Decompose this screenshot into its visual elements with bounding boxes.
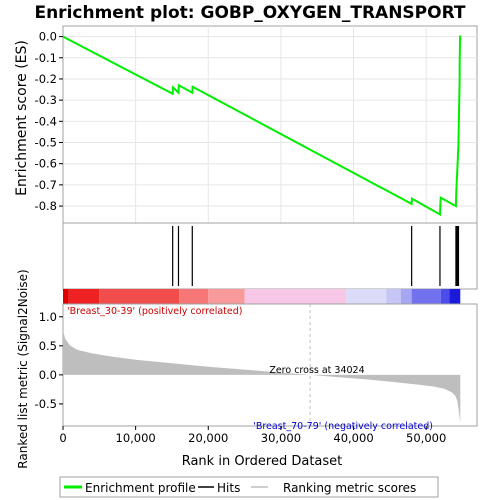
es-panel: 0.0 -0.1 -0.2 -0.3 -0.4 -0.5 -0.6 -0.7 -0.8 [35, 25, 478, 224]
x-tick-label: 50,000 [406, 431, 446, 445]
heatmap-segment [400, 289, 412, 304]
es-gridlines [63, 26, 477, 223]
heatmap-segment [244, 289, 347, 304]
enrichment-profile-line [62, 35, 462, 217]
heatmap-segment [63, 289, 69, 304]
es-y-tick-label: -0.2 [35, 72, 57, 86]
hit-lines [172, 226, 460, 286]
ranking-metric-area [63, 329, 461, 423]
x-axis-label: Rank in Ordered Dataset [182, 454, 343, 469]
es-y-tick-label: -0.8 [35, 199, 57, 213]
legend-hits-label: Hits [217, 481, 240, 495]
zero-cross-label: Zero cross at 34024 [269, 365, 364, 376]
es-y-ticks: 0.0 -0.1 -0.2 -0.3 -0.4 -0.5 -0.6 -0.7 -0.8 [35, 30, 63, 213]
x-tick-label: 20,000 [188, 431, 228, 445]
x-tick-label: 30,000 [261, 431, 301, 445]
heatmap-segment [449, 289, 461, 304]
ranking-y-tick-label: 0.5 [39, 339, 57, 353]
ranking-x-ticks: 0 10,000 20,000 30,000 40,000 50,000 [59, 426, 446, 445]
heatmap-segment [386, 289, 401, 304]
es-y-tick-label: -0.1 [35, 51, 57, 65]
x-tick-label: 10,000 [116, 431, 156, 445]
heatmap-segment [179, 289, 209, 304]
positive-correlation-label: 'Breast_30-39' (positively correlated) [67, 306, 243, 317]
es-y-tick-label: -0.7 [35, 178, 57, 192]
es-y-tick-label: -0.6 [35, 157, 57, 171]
negative-correlation-label: 'Breast_70-79' (negatively correlated) [253, 421, 433, 432]
ranking-panel: 1.0 0.5 0.0 -0.5 0 10,000 20,000 30,000 40,000 5… [35, 303, 478, 445]
es-panel-frame [62, 25, 478, 224]
ranking-y-tick-label: 0.0 [39, 368, 57, 382]
heatmap-segment [68, 289, 100, 304]
chart-title: Enrichment plot: GOBP_OXYGEN_TRANSPORT [34, 3, 465, 23]
ranking-heatmap-strip [63, 289, 461, 304]
heatmap-segment [346, 289, 387, 304]
heatmap-segment [99, 289, 180, 304]
x-tick-label: 0 [59, 431, 66, 445]
ranking-y-ticks: 1.0 0.5 0.0 -0.5 [35, 310, 63, 411]
hits-panel [62, 222, 478, 290]
ranking-y-tick-label: 1.0 [39, 310, 57, 324]
heatmap-segment [411, 289, 441, 304]
hits-panel-frame [62, 222, 478, 290]
es-y-tick-label: -0.5 [35, 136, 57, 150]
heatmap-segment [440, 289, 450, 304]
legend-enrichment-profile-label: Enrichment profile [85, 481, 196, 495]
es-y-axis-label: Enrichment score (ES) [14, 40, 30, 196]
ranking-y-tick-label: -0.5 [35, 397, 57, 411]
es-y-tick-label: -0.4 [35, 114, 57, 128]
heatmap-segment [208, 289, 245, 304]
legend-ranking-metric-label: Ranking metric scores [283, 481, 416, 495]
es-y-tick-label: 0.0 [39, 30, 57, 44]
legend: Enrichment profile Hits Ranking metric s… [59, 476, 439, 498]
ranking-y-axis-label: Ranked list metric (Signal2Noise) [16, 269, 30, 468]
legend-box [59, 476, 439, 498]
es-y-tick-label: -0.3 [35, 93, 57, 107]
x-tick-label: 40,000 [333, 431, 373, 445]
